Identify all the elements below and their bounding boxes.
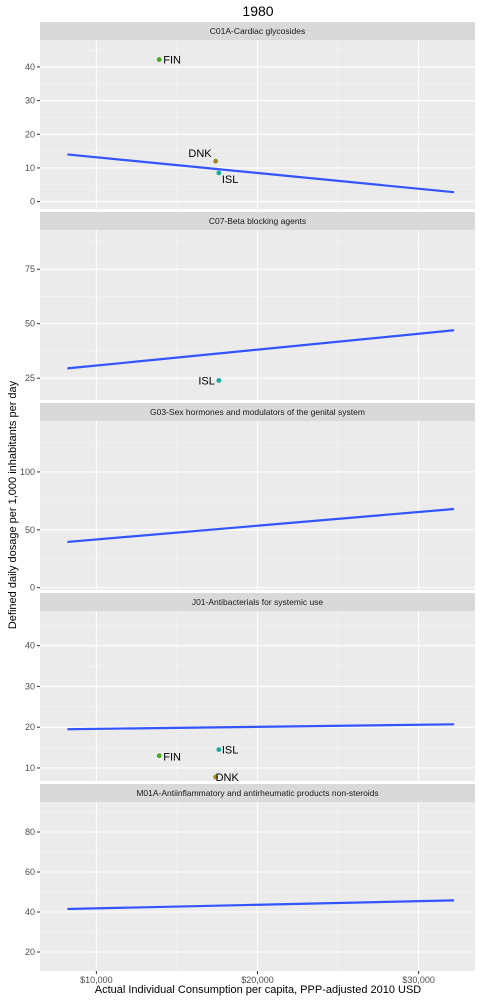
- y-tick-label: 80: [25, 827, 35, 837]
- facet-strip-label: M01A-Antiinflammatory and antirheumatic …: [136, 788, 378, 798]
- y-tick-label: 20: [25, 129, 35, 139]
- y-axis-title: Defined daily dosage per 1,000 inhabitan…: [7, 380, 19, 629]
- facet-panel: C01A-Cardiac glycosides 0 10 20 30 40 FIN DNK IS…: [25, 22, 475, 209]
- y-tick-label: 30: [25, 96, 35, 106]
- point-label: ISL: [222, 745, 239, 757]
- point-label: DNK: [188, 148, 212, 160]
- y-tick-label: 60: [25, 867, 35, 877]
- facet-strip: [40, 403, 475, 421]
- y-tick-label: 75: [25, 264, 35, 274]
- y-tick-label: 40: [25, 907, 35, 917]
- y-tick-label: 40: [25, 641, 35, 651]
- data-point: [156, 57, 162, 62]
- facet-strip-label: J01-Antibacterials for systemic use: [192, 597, 324, 607]
- y-tick-label: 0: [30, 197, 35, 207]
- point-label: FIN: [163, 55, 181, 67]
- data-point: [216, 377, 222, 383]
- x-axis-title: Actual Individual Consumption per capita…: [95, 984, 422, 996]
- point-label: FIN: [163, 752, 181, 764]
- facet-strip-label: C01A-Cardiac glycosides: [210, 26, 305, 36]
- facet-strip: [40, 22, 475, 40]
- trend-line: [67, 723, 455, 731]
- trend-line: [67, 899, 455, 911]
- trend-line: [67, 153, 455, 194]
- y-tick-label: 20: [25, 947, 35, 957]
- trend-line: [67, 507, 455, 544]
- data-point: [216, 170, 222, 176]
- facet-panel: G03-Sex hormones and modulators of the g…: [20, 403, 475, 593]
- facet-strip: [40, 593, 475, 611]
- data-point: [213, 774, 219, 780]
- y-tick-label: 20: [25, 722, 35, 732]
- data-point: [156, 753, 162, 759]
- point-label: ISL: [222, 174, 239, 186]
- x-tick-label: $10,000: [80, 975, 113, 985]
- y-tick-label: 10: [25, 163, 35, 173]
- point-label: DNK: [216, 772, 240, 784]
- facet-panel: J01-Antibacterials for systemic use 10 20 3…: [25, 593, 475, 784]
- data-point: [216, 747, 222, 753]
- y-tick-label: 25: [25, 373, 35, 383]
- y-tick-label: 50: [25, 319, 35, 329]
- chart-title: 1980: [242, 3, 273, 19]
- y-tick-label: 10: [25, 763, 35, 773]
- facet-strip-label: G03-Sex hormones and modulators of the g…: [150, 407, 365, 417]
- y-tick-label: 30: [25, 681, 35, 691]
- facet-strip: [40, 212, 475, 230]
- point-label: ISL: [198, 375, 215, 387]
- y-tick-label: 50: [25, 525, 35, 535]
- data-point: [213, 158, 219, 164]
- x-tick-label: $20,000: [241, 975, 274, 985]
- trend-line: [67, 329, 455, 370]
- facet-panels: C01A-Cardiac glycosides 0 10 20 30 40 FIN DNK IS…: [20, 22, 475, 985]
- facet-strip: [40, 784, 475, 802]
- facet-strip-label: C07-Beta blocking agents: [209, 216, 306, 226]
- x-tick-label: $30,000: [402, 975, 435, 985]
- y-tick-label: 0: [30, 583, 35, 593]
- facet-panel: M01A-Antiinflammatory and antirheumatic …: [25, 784, 475, 971]
- y-tick-label: 100: [20, 467, 35, 477]
- facet-panel: C07-Beta blocking agents 25 50 75 ISL: [25, 212, 475, 400]
- y-tick-label: 40: [25, 62, 35, 72]
